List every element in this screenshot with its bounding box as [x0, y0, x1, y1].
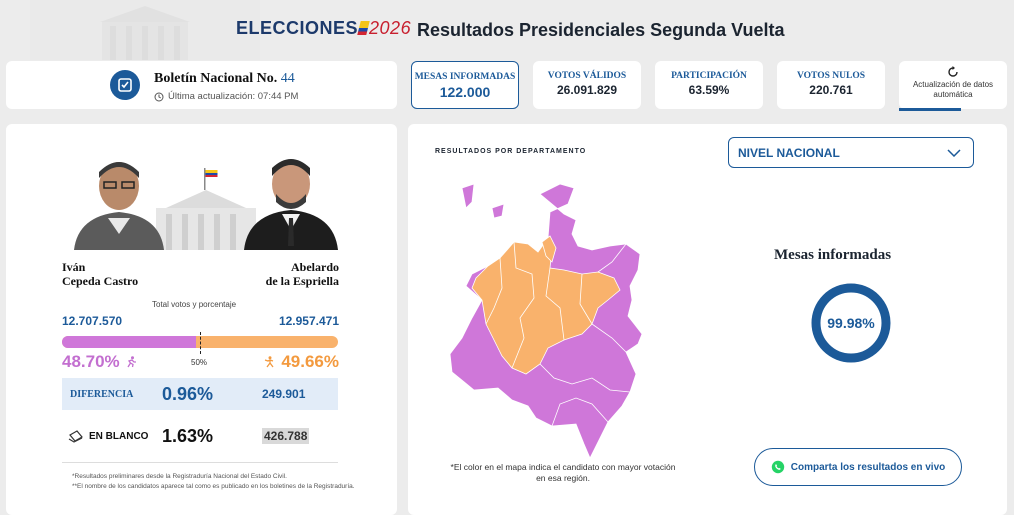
runner-icon: [265, 356, 274, 368]
stat-participacion[interactable]: PARTICIPACIÓN 63.59%: [655, 61, 763, 109]
mesas-informadas-value: 99.98%: [827, 315, 875, 331]
map-region-candidate-right[interactable]: [541, 235, 557, 263]
map-panel: RESULTADOS POR DEPARTAMENTO NIVEL NACION…: [408, 124, 1007, 515]
candidate-left-votes: 12.707.570: [62, 314, 123, 328]
chevron-down-icon: [947, 148, 961, 157]
auto-update-button[interactable]: Actualización de datos automática: [899, 61, 1007, 111]
section-label: RESULTADOS POR DEPARTAMENTO: [435, 148, 587, 155]
candidates-panel: Iván Cepeda Castro Abelardo de la Espriell…: [6, 124, 397, 515]
difference-votes: 249.901: [262, 387, 306, 401]
midpoint-marker: [200, 332, 201, 354]
stat-votos-nulos[interactable]: VOTOS NULOS 220.761: [777, 61, 885, 109]
candidate-right-percent: 49.66%: [264, 352, 339, 372]
bulletin-icon: [110, 70, 140, 100]
page-title: Resultados Presidenciales Segunda Vuelta: [417, 20, 785, 40]
page-header: ELECCIONES 2026 Resultados Presidenciales…: [0, 0, 1014, 60]
colombia-department-map[interactable]: [442, 178, 652, 460]
blank-votes-row: EN BLANCO 1.63% 426.788: [62, 423, 338, 449]
colombia-flag-icon: [357, 21, 370, 35]
bulletin-card: Boletín Nacional No. 44 Última actualiza…: [6, 61, 397, 109]
whatsapp-icon: [771, 460, 784, 474]
bulletin-title: Boletín Nacional No. 44: [154, 71, 295, 86]
auto-update-progress: [899, 108, 961, 111]
mesas-informadas-gauge: 99.98%: [810, 282, 892, 364]
blank-votes: 426.788: [262, 428, 310, 444]
candidate-left-name: Iván Cepeda Castro: [62, 260, 139, 288]
map-region-candidate-left[interactable]: [491, 203, 505, 219]
blank-percent: 1.63%: [162, 425, 214, 446]
ballot-icon: [68, 430, 83, 443]
map-footnote: *El color en el mapa indica el candidato…: [450, 462, 676, 483]
refresh-icon: [948, 66, 958, 77]
bulletin-number: 44: [280, 71, 295, 86]
footnotes: *Resultados preliminares desde la Regist…: [72, 473, 355, 490]
mesas-informadas-gauge-arc: [811, 283, 891, 363]
share-results-button[interactable]: Comparta los resultados en vivo: [754, 448, 962, 486]
total-votes-label: Total votos y porcentaje: [152, 300, 237, 309]
difference-percent: 0.96%: [162, 383, 214, 404]
candidate-right-photo: [244, 159, 338, 250]
midpoint-label: 50%: [191, 358, 208, 367]
stat-votos-validos[interactable]: VOTOS VÁLIDOS 26.091.829: [533, 61, 641, 109]
difference-row: DIFERENCIA 0.96% 249.901: [62, 378, 338, 410]
vote-share-bar-left-fill: [62, 336, 197, 348]
candidate-left-photo: [74, 162, 164, 250]
runner-icon: [127, 356, 136, 368]
candidate-right-votes: 12.957.471: [278, 314, 339, 328]
candidate-left-percent: 48.70%: [62, 352, 137, 372]
clock-icon: [154, 92, 164, 101]
map-region-candidate-left[interactable]: [461, 183, 475, 209]
elecciones-logo[interactable]: ELECCIONES 2026: [236, 18, 412, 38]
capitol-building-image: [30, 0, 260, 60]
candidate-right-name: Abelardo de la Espriella: [265, 260, 339, 288]
palace-image: [156, 168, 256, 250]
divider: [62, 462, 338, 463]
mesas-informadas-label: Mesas informadas: [774, 247, 892, 263]
stat-mesas-informadas[interactable]: MESAS INFORMADAS 122.000: [411, 61, 519, 109]
level-select[interactable]: NIVEL NACIONAL: [728, 137, 974, 168]
last-update: Última actualización: 07:44 PM: [154, 91, 298, 102]
